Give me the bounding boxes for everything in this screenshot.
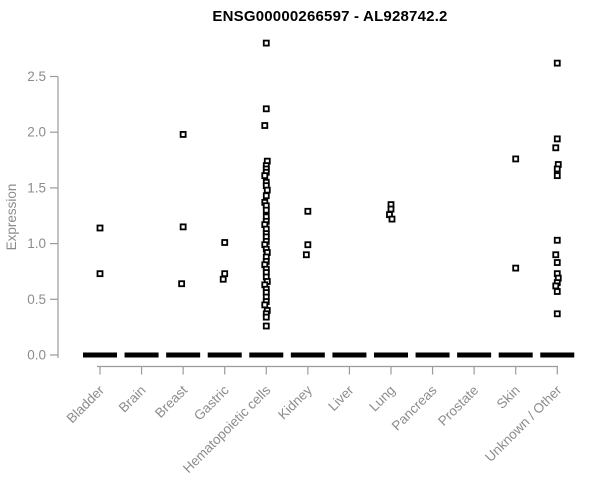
data-point (553, 135, 561, 143)
data-point (179, 223, 187, 231)
zero-cluster-dash (249, 352, 284, 358)
data-point (552, 144, 560, 152)
data-point (512, 155, 520, 163)
x-tick-label: Gastric (191, 382, 232, 423)
data-point (262, 206, 270, 214)
x-tick-label: Prostate (435, 383, 481, 429)
data-point (219, 275, 227, 283)
data-point (262, 313, 270, 321)
data-point (553, 59, 561, 67)
zero-cluster-dash (207, 352, 242, 358)
zero-cluster-dash (83, 352, 117, 358)
data-point (553, 165, 561, 173)
y-axis-title: Expression (4, 184, 19, 251)
data-point (262, 192, 270, 200)
data-point (263, 186, 271, 194)
data-point (304, 207, 312, 215)
chart-title: ENSG00000266597 - AL928742.2 (212, 8, 448, 25)
x-tick-label: Brain (116, 383, 149, 416)
data-point (553, 172, 561, 180)
data-point (261, 122, 269, 129)
data-point (387, 205, 395, 213)
x-tick-label: Pancreas (389, 382, 440, 433)
y-tick-label: 0.5 (27, 292, 46, 307)
zero-cluster-dash (415, 352, 450, 358)
zero-cluster-dash (498, 352, 533, 358)
zero-cluster-dash (124, 352, 159, 358)
x-tick-label: Breast (152, 382, 190, 420)
data-point (261, 301, 269, 309)
data-point (221, 239, 229, 246)
x-tick-label: Lung (366, 383, 398, 415)
y-tick-label: 1.5 (27, 180, 46, 195)
x-tick-label: Liver (325, 382, 357, 414)
y-tick-label: 2.5 (27, 69, 46, 84)
data-point (553, 310, 561, 318)
x-tick-label: Unknown / Other (482, 382, 565, 465)
data-point (553, 259, 561, 266)
data-point (512, 264, 520, 272)
x-tick-label: Kidney (275, 382, 315, 422)
y-tick-label: 2.0 (27, 125, 46, 140)
y-tick-label: 1.0 (27, 236, 46, 251)
zero-cluster-dash (457, 352, 492, 358)
data-point (302, 251, 310, 259)
zero-cluster-dash (332, 352, 367, 358)
data-point (552, 251, 560, 259)
zero-cluster-dash (540, 352, 575, 358)
data-point (553, 288, 561, 295)
data-point (262, 322, 270, 330)
data-point (552, 282, 560, 290)
data-point (221, 270, 229, 278)
x-tick-label: Bladder (64, 382, 108, 426)
data-point (262, 39, 270, 47)
data-point (304, 241, 312, 249)
data-point (553, 236, 561, 244)
data-point (96, 270, 104, 278)
data-point (178, 280, 186, 288)
data-point (179, 131, 187, 138)
zero-cluster-dash (166, 352, 201, 358)
data-point (261, 172, 269, 180)
data-point (262, 105, 270, 113)
data-point (96, 224, 104, 232)
zero-cluster-dash (373, 352, 408, 358)
zero-cluster-dash (290, 352, 325, 358)
y-tick-label: 0.0 (27, 348, 46, 363)
x-tick-label: Skin (494, 383, 523, 412)
data-point (388, 215, 396, 223)
